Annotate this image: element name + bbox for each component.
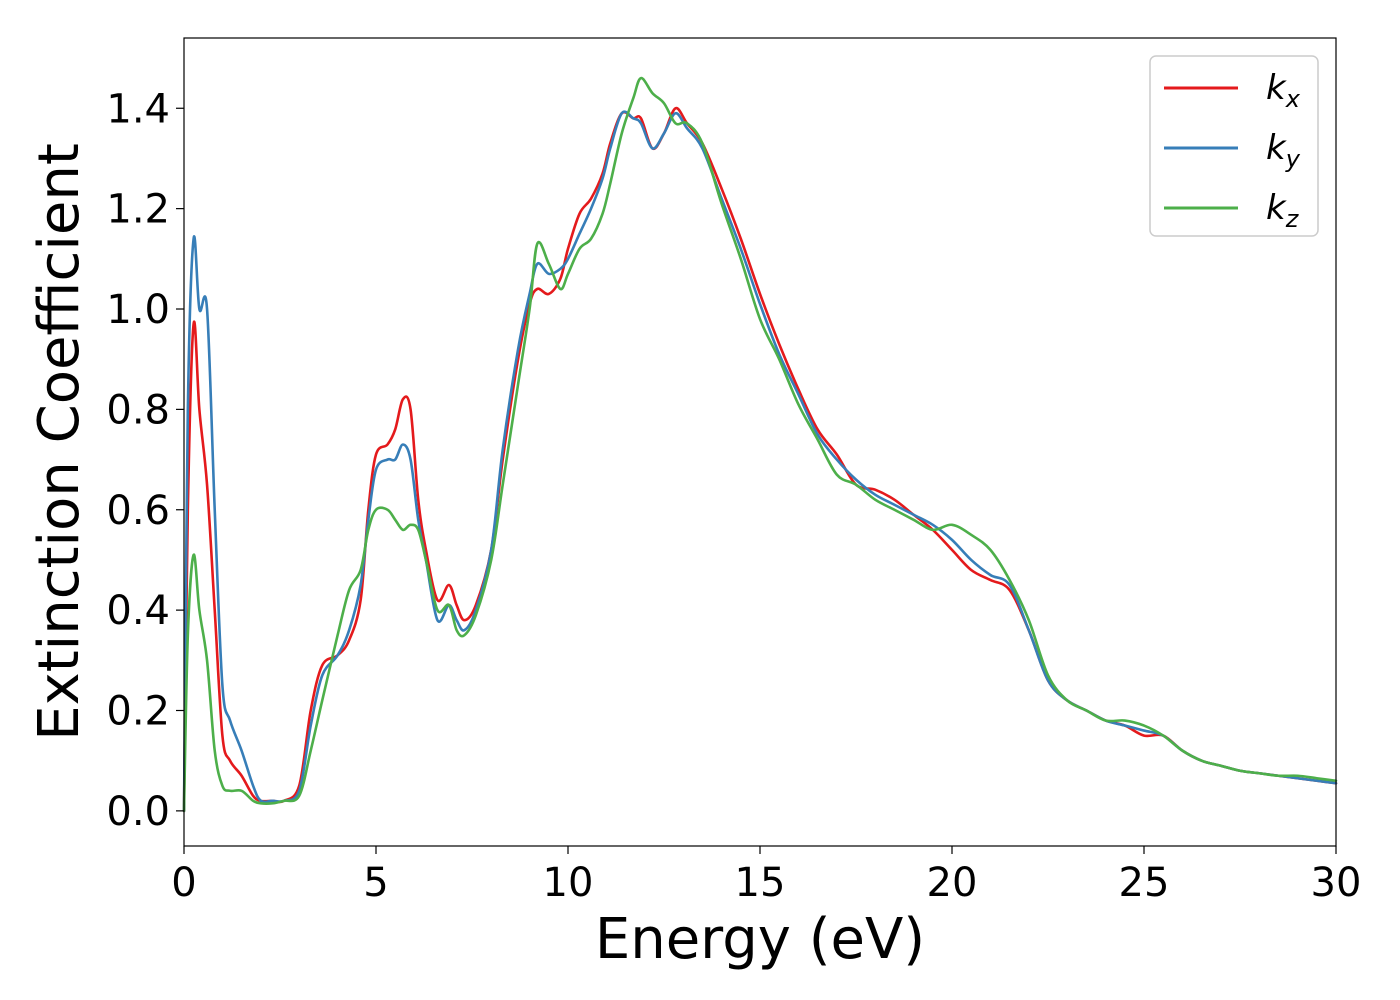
- x-tick-label: 0: [171, 860, 196, 906]
- y-axis-ticks: 0.0 0.2 0.4 0.6 0.8 1.0 1.2 1.4: [106, 86, 184, 835]
- series-layer: [182, 76, 1338, 813]
- x-tick-label: 10: [543, 860, 594, 906]
- y-tick-label: 1.4: [106, 86, 170, 132]
- legend-label-ky: ky: [1266, 128, 1301, 173]
- x-tick-label: 30: [1311, 860, 1362, 906]
- series-line-kz: [182, 76, 1338, 813]
- y-tick-label: 0.0: [106, 789, 170, 835]
- legend-label-main: k: [1266, 68, 1287, 108]
- legend-label-kx: kx: [1266, 68, 1301, 113]
- x-axis-label: Energy (eV): [595, 907, 925, 972]
- y-tick-label: 1.2: [106, 187, 170, 233]
- y-tick-label: 1.0: [106, 287, 170, 333]
- y-tick-label: 0.8: [106, 387, 170, 433]
- x-tick-label: 20: [927, 860, 978, 906]
- legend-label-main: k: [1266, 128, 1287, 168]
- x-tick-label: 25: [1119, 860, 1170, 906]
- y-axis-label: Extinction Coefficient: [27, 143, 92, 741]
- y-tick-label: 0.6: [106, 488, 170, 534]
- y-tick-label: 0.4: [106, 588, 170, 634]
- legend-label-subscript: x: [1285, 85, 1301, 113]
- legend-label-subscript: z: [1285, 205, 1300, 233]
- x-tick-label: 15: [735, 860, 786, 906]
- y-tick-label: 0.2: [106, 688, 170, 734]
- x-tick-label: 5: [363, 860, 388, 906]
- series-line-ky: [182, 110, 1338, 813]
- legend-label-kz: kz: [1266, 188, 1300, 233]
- x-axis-ticks: 0 5 10 15 20 25 30: [171, 846, 1361, 906]
- legend-label-subscript: y: [1285, 145, 1301, 173]
- legend-label-main: k: [1266, 188, 1287, 228]
- legend-box: [1149, 55, 1319, 237]
